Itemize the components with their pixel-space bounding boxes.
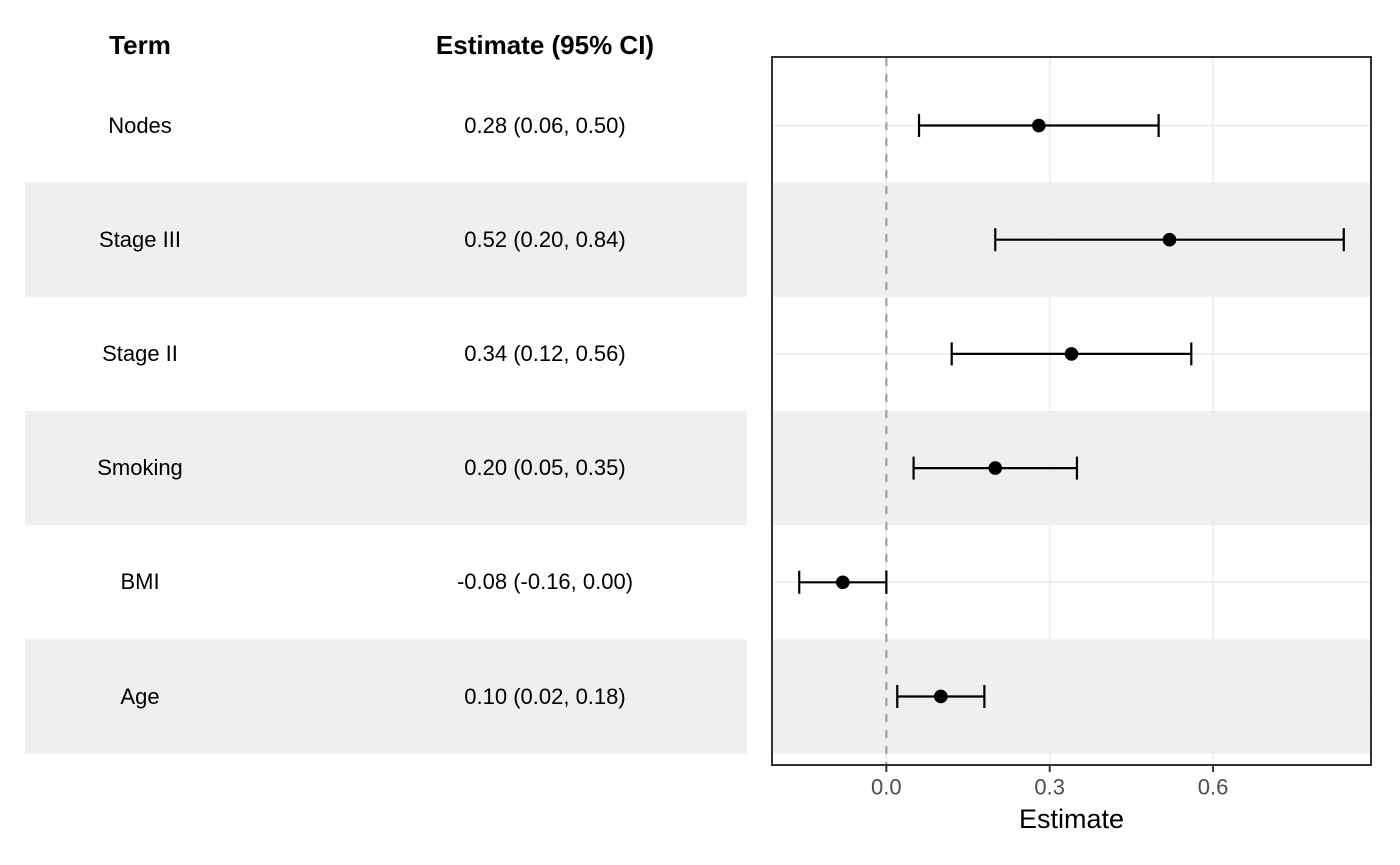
table-row: Stage III 0.52 (0.20, 0.84): [0, 183, 747, 297]
point-marker: [934, 689, 948, 704]
term-label: Age: [120, 683, 160, 709]
table-row: Age 0.10 (0.02, 0.18): [0, 640, 747, 754]
estimate-ci-label: 0.52 (0.20, 0.84): [464, 226, 626, 252]
column-header-term: Term: [109, 29, 171, 60]
x-axis-title: Estimate: [1019, 804, 1124, 834]
estimate-ci-label: -0.08 (-0.16, 0.00): [456, 569, 634, 595]
point-marker: [1032, 118, 1046, 133]
estimate-ci-label: 0.10 (0.02, 0.18): [464, 683, 626, 709]
stripe-band: [25, 182, 747, 297]
table-row: Smoking 0.20 (0.05, 0.35): [0, 411, 747, 525]
point-marker: [1162, 232, 1177, 247]
table-row: BMI -0.08 (-0.16, 0.00): [0, 525, 747, 639]
point-marker: [835, 575, 850, 590]
x-axis-tick-label: 0.6: [1198, 775, 1229, 800]
point-marker: [1064, 347, 1079, 361]
column-header-estimate: Estimate (95% CI): [435, 29, 655, 60]
panel-border: [771, 56, 1372, 766]
estimate-ci-label: 0.34 (0.12, 0.56): [464, 340, 626, 366]
table-row: Stage II 0.34 (0.12, 0.56): [0, 297, 747, 411]
point-marker: [988, 461, 1003, 475]
table-row: Nodes 0.28 (0.06, 0.50): [0, 69, 747, 183]
term-label: BMI: [120, 569, 160, 595]
estimate-ci-label: 0.20 (0.05, 0.35): [464, 455, 626, 481]
term-label: Nodes: [108, 112, 172, 138]
estimate-ci-label: 0.28 (0.06, 0.50): [464, 112, 626, 138]
x-axis-tick-label: 0.0: [871, 775, 902, 800]
stripe-band: [25, 639, 747, 754]
term-label: Stage II: [102, 340, 178, 366]
term-label: Stage III: [99, 226, 181, 252]
stripe-band: [25, 411, 747, 526]
x-axis-tick-label: 0.3: [1034, 775, 1065, 800]
term-label: Smoking: [97, 455, 183, 481]
